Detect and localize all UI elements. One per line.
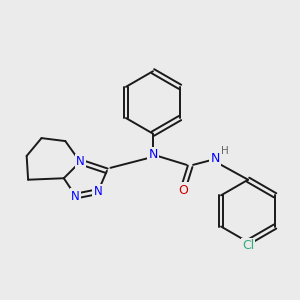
Text: N: N — [71, 190, 80, 202]
Text: N: N — [148, 148, 158, 161]
Text: Cl: Cl — [242, 239, 254, 252]
Text: H: H — [221, 146, 229, 156]
Text: N: N — [211, 152, 220, 165]
Text: N: N — [76, 155, 85, 168]
Text: N: N — [94, 185, 102, 198]
Text: O: O — [178, 184, 188, 196]
